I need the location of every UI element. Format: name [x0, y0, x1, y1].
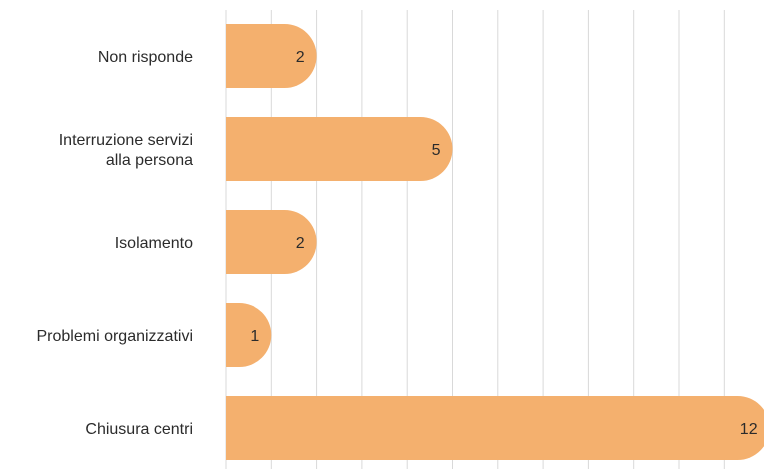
value-label: 12	[740, 421, 758, 438]
bar	[226, 210, 317, 274]
value-label: 2	[296, 235, 305, 252]
value-label: 1	[250, 328, 259, 345]
bar	[226, 117, 453, 181]
category-label: Interruzione servizi alla persona	[59, 132, 193, 169]
bars	[226, 24, 764, 460]
value-labels: 2 5 2 1 12	[250, 49, 757, 438]
bar	[226, 396, 764, 460]
value-label: 2	[296, 49, 305, 66]
bar	[226, 24, 317, 88]
category-labels: Non risponde Interruzione servizi alla per…	[36, 49, 193, 438]
category-label: Non risponde	[98, 49, 193, 66]
bar	[226, 303, 272, 367]
category-label: Isolamento	[115, 235, 193, 252]
value-label: 5	[432, 142, 441, 159]
category-label: Chiusura centri	[85, 421, 193, 438]
category-label: Problemi organizzativi	[36, 328, 193, 345]
